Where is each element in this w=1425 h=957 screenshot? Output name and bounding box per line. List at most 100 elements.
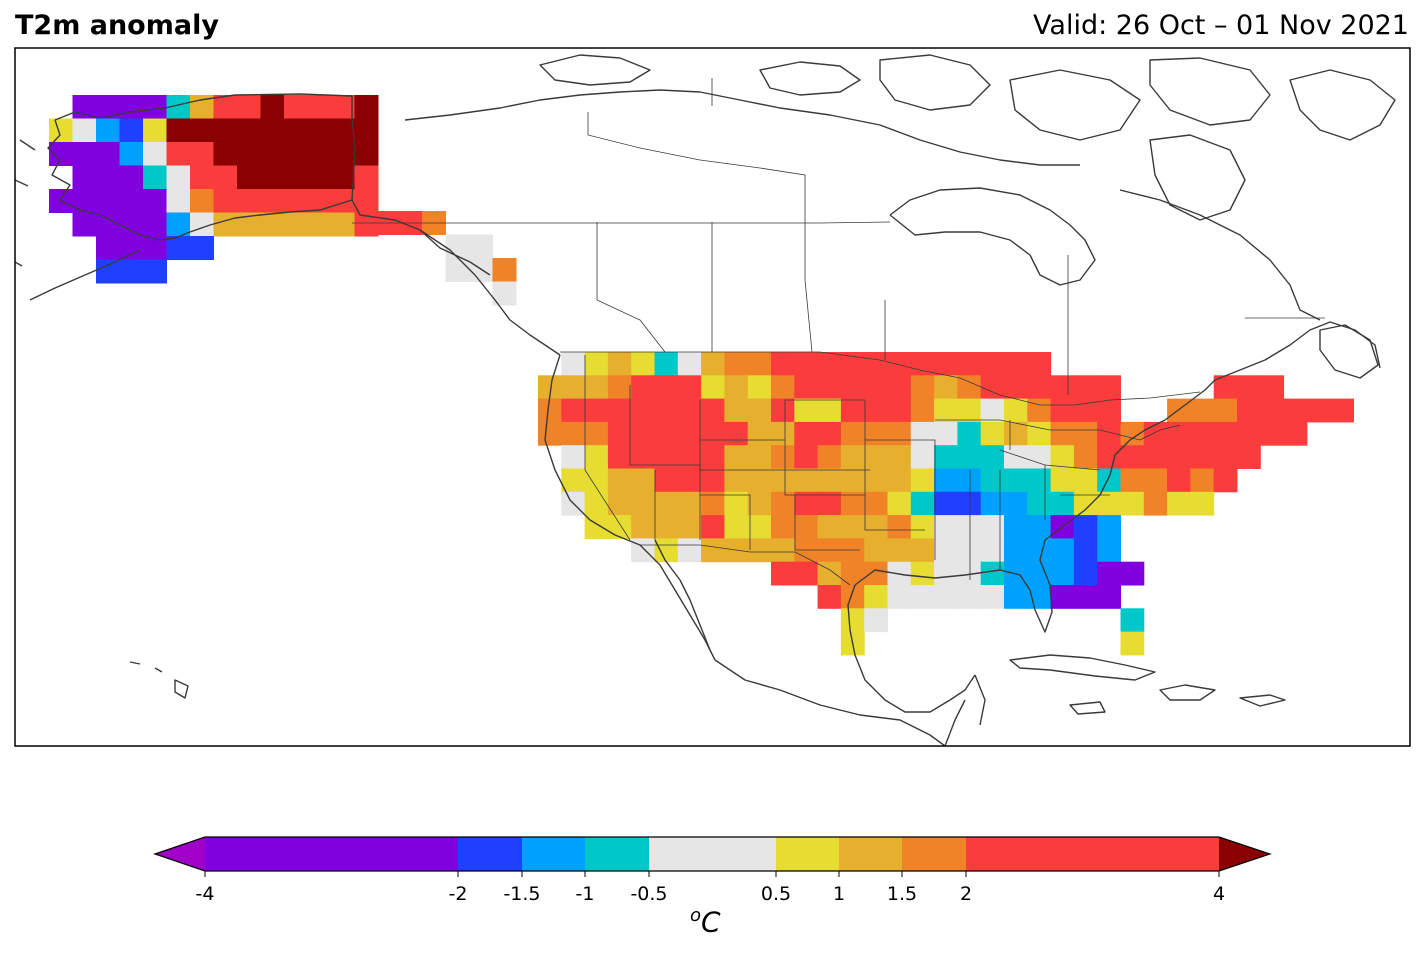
grid-cell	[701, 491, 725, 516]
grid-cell	[1027, 445, 1052, 469]
grid-cell	[840, 585, 865, 609]
grid-cell	[701, 375, 725, 400]
colorbar-tick-label: 2	[960, 883, 972, 905]
grid-cell	[143, 142, 167, 166]
grid-cell	[817, 445, 842, 469]
grid-cell	[771, 515, 795, 539]
grid-cell	[840, 375, 865, 400]
grid-cell	[190, 236, 214, 260]
grid-cell	[1237, 445, 1261, 469]
grid-cell	[96, 212, 120, 237]
grid-cell	[1050, 585, 1075, 609]
grid-cell	[980, 491, 1005, 516]
grid-cell	[771, 398, 795, 423]
grid-cell	[119, 142, 144, 166]
colorbar-tick-label: -1	[576, 883, 595, 905]
grid-cell	[747, 491, 772, 516]
grid-cell	[190, 165, 214, 190]
grid-cell	[213, 189, 238, 213]
grid-cell	[794, 468, 819, 493]
grid-cell	[143, 118, 167, 143]
grid-cell	[284, 165, 308, 190]
grid-cell	[910, 538, 935, 563]
grid-cell	[631, 445, 655, 469]
grid-cell	[817, 561, 842, 586]
grid-cell	[354, 118, 379, 143]
grid-cell	[957, 515, 982, 539]
grid-cell	[887, 375, 912, 400]
grid-cell	[980, 445, 1005, 469]
grid-cell	[724, 375, 749, 400]
grid-cell	[864, 608, 888, 633]
grid-cell	[887, 491, 912, 516]
grid-cell	[96, 165, 120, 190]
grid-cell	[1120, 561, 1145, 586]
grid-cell	[260, 212, 285, 237]
grid-cell	[190, 189, 214, 213]
grid-cell	[677, 445, 702, 469]
colorbar-ticks: -4 -2 -1.5 -1 -0.5 0.5 1 1.5 2 4	[196, 871, 1225, 905]
grid-cell	[794, 352, 819, 376]
grid-cell	[96, 259, 120, 284]
grid-cell	[72, 118, 97, 143]
grid-cell	[701, 352, 725, 376]
grid-cell	[1073, 561, 1098, 586]
colorbar-bin-6	[839, 837, 902, 871]
grid-cell	[910, 352, 935, 376]
grid-cell	[677, 468, 702, 493]
grid-cell	[677, 398, 702, 423]
grid-cell	[1004, 538, 1028, 563]
grid-cell	[840, 445, 865, 469]
colorbar-tick-label: -4	[196, 883, 215, 905]
grid-cell	[1237, 421, 1261, 446]
grid-cell	[96, 118, 120, 143]
grid-cell	[1213, 468, 1238, 493]
grid-cell	[980, 375, 1005, 400]
grid-cell	[1097, 445, 1121, 469]
grid-cell	[561, 375, 586, 400]
grid-cell	[794, 561, 819, 586]
grid-cell	[1050, 421, 1075, 446]
grid-cell	[701, 468, 725, 493]
grid-cell	[957, 421, 982, 446]
grid-cell	[887, 468, 912, 493]
grid-cell	[1097, 515, 1121, 539]
grid-cell	[910, 398, 935, 423]
grid-cell	[119, 236, 144, 260]
grid-cell	[1097, 561, 1121, 586]
grid-cell	[307, 189, 332, 213]
grid-cell	[49, 142, 73, 166]
grid-cell	[864, 398, 888, 423]
grid-cell	[677, 491, 702, 516]
grid-cell	[631, 515, 655, 539]
grid-cell	[307, 165, 332, 190]
grid-cell	[72, 142, 97, 166]
grid-cell	[237, 95, 261, 119]
grid-cell	[1097, 538, 1121, 563]
grid-cell	[96, 142, 120, 166]
grid-cell	[143, 189, 167, 213]
grid-cell	[980, 585, 1005, 609]
grid-cell	[1050, 375, 1075, 400]
grid-cell	[1283, 421, 1308, 446]
grid-cell	[1073, 445, 1098, 469]
grid-cell	[96, 236, 120, 260]
grid-cell	[190, 118, 214, 143]
grid-cell	[1190, 398, 1215, 423]
colorbar-tick-label: 1	[833, 883, 845, 905]
grid-cell	[771, 445, 795, 469]
grid-cell	[213, 165, 238, 190]
colorbar-bin-7	[902, 837, 966, 871]
grid-cell	[701, 515, 725, 539]
grid-cell	[492, 258, 517, 282]
grid-cell	[1050, 561, 1075, 586]
grid-cell	[934, 398, 958, 423]
grid-cell	[1097, 491, 1121, 516]
grid-cell	[864, 491, 888, 516]
grid-cell	[307, 212, 332, 237]
grid-cell	[538, 421, 562, 446]
grid-cell	[119, 165, 144, 190]
grid-cell	[887, 538, 912, 563]
grid-cell	[747, 352, 772, 376]
